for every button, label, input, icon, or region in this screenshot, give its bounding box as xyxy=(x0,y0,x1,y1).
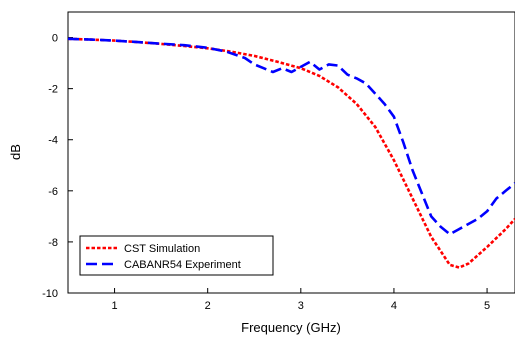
y-axis-title: dB xyxy=(8,144,23,160)
x-tick-label: 3 xyxy=(298,300,304,312)
y-tick-label: 0 xyxy=(52,33,58,45)
legend-label-cst-simulation: CST Simulation xyxy=(124,243,200,255)
x-axis: 1 2 3 4 5 xyxy=(112,288,490,312)
x-tick-label: 1 xyxy=(112,300,118,312)
x-axis-title: Frequency (GHz) xyxy=(241,320,341,335)
y-tick-label: -2 xyxy=(48,84,58,96)
x-tick-label: 2 xyxy=(205,300,211,312)
legend-box xyxy=(79,235,274,276)
x-tick-label: 4 xyxy=(391,300,397,312)
y-tick-label: -10 xyxy=(42,288,58,300)
legend-label-cabanr54-experiment: CABANR54 Experiment xyxy=(124,259,241,271)
y-tick-label: -6 xyxy=(48,186,58,198)
y-tick-label: -4 xyxy=(48,135,58,147)
y-axis: 0 -2 -4 -6 -8 -10 xyxy=(42,33,73,300)
legend: CST Simulation CABANR54 Experiment xyxy=(79,235,274,276)
series-layer xyxy=(67,37,515,269)
series-line-cabanr54-experiment xyxy=(67,37,515,236)
y-tick-label: -8 xyxy=(48,237,58,249)
x-tick-label: 5 xyxy=(484,300,490,312)
